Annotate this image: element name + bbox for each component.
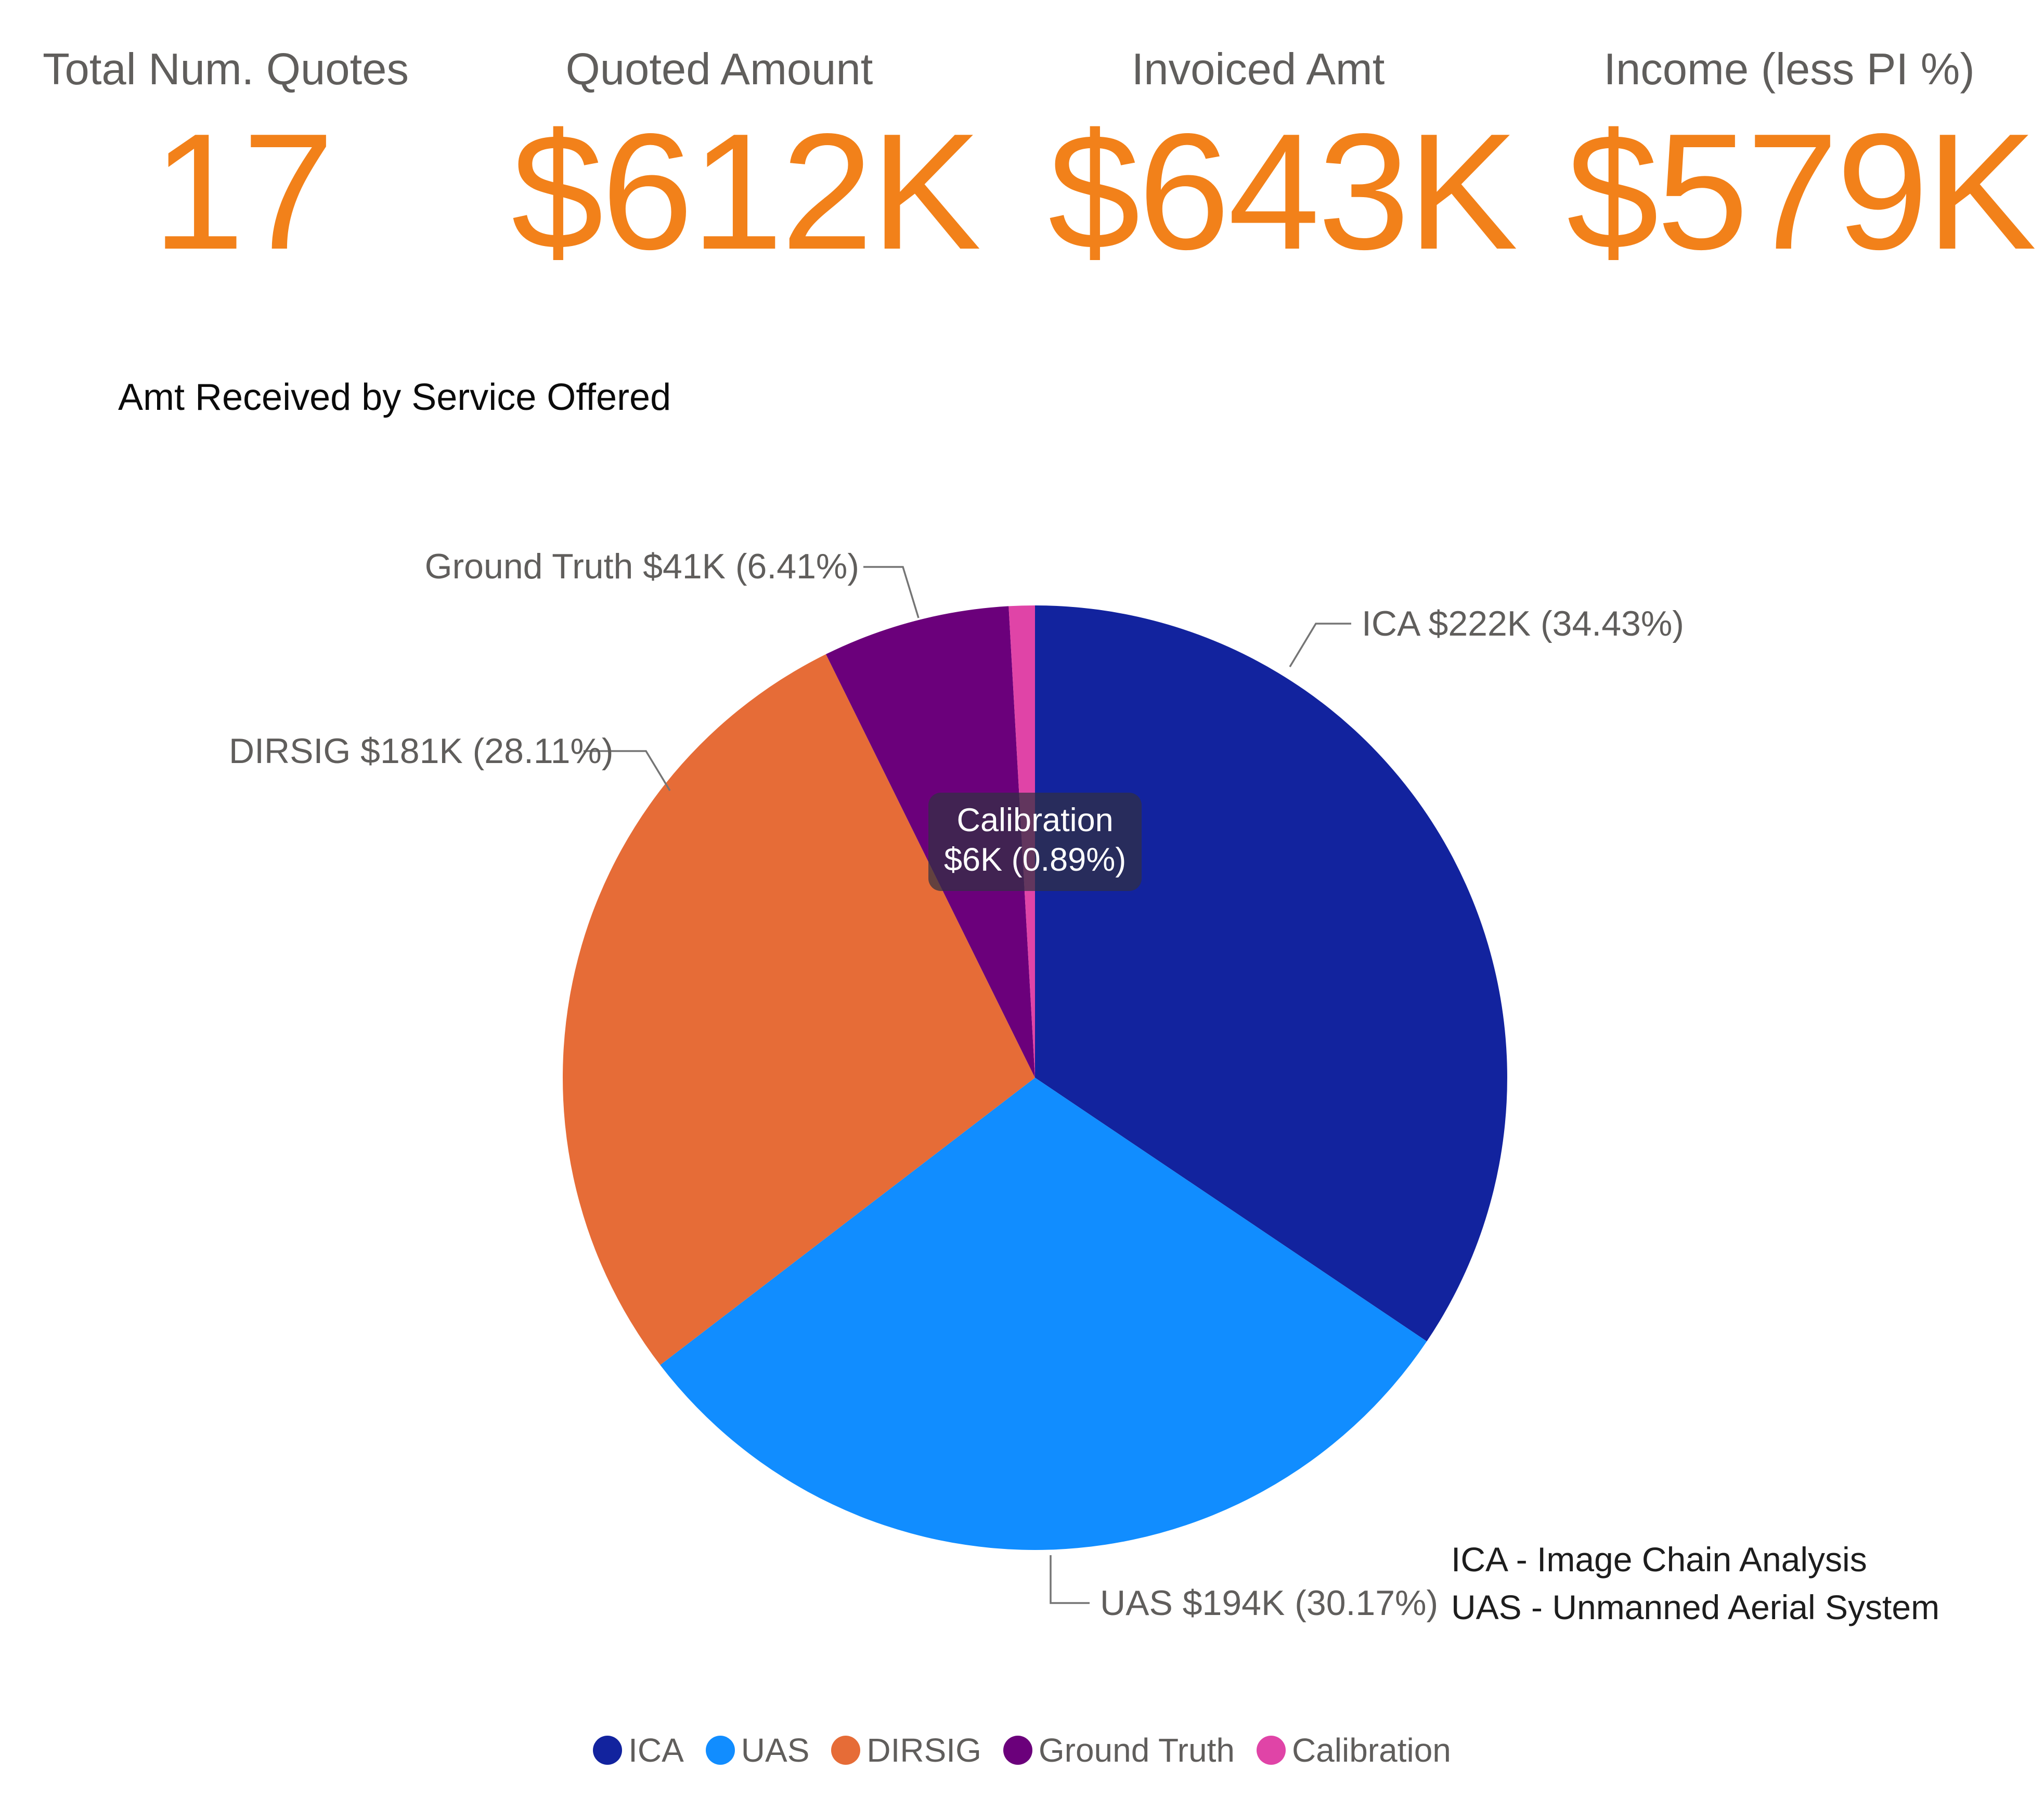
legend: ICA UAS DIRSIG Ground Truth Calibration	[0, 1731, 2044, 1769]
tooltip-value: $6K (0.89%)	[944, 841, 1127, 878]
tooltip-calibration: Calibration $6K (0.89%)	[928, 793, 1142, 891]
legend-item-ground-truth[interactable]: Ground Truth	[1003, 1731, 1235, 1769]
legend-dot	[593, 1736, 623, 1765]
pie-slice-dirsig[interactable]	[562, 654, 1035, 1365]
note-uas: UAS - Unmanned Aerial System	[1451, 1588, 1940, 1627]
kpi-value-income: $579K	[1567, 99, 2037, 284]
kpi-label-quoted-amount: Quoted Amount	[565, 45, 873, 94]
kpi-value-invoiced-amt: $643K	[1048, 99, 1518, 284]
legend-dot	[705, 1736, 735, 1765]
legend-dot	[1256, 1736, 1286, 1765]
pie-slice-uas[interactable]	[660, 1078, 1427, 1550]
legend-label: ICA	[628, 1732, 684, 1769]
legend-item-uas[interactable]: UAS	[705, 1731, 810, 1769]
legend-item-calibration[interactable]: Calibration	[1256, 1731, 1451, 1769]
callout-label-uas: UAS $194K (30.17%)	[1100, 1583, 1439, 1623]
callout-label-ground-truth: Ground Truth $41K (6.41%)	[424, 547, 859, 586]
pie-chart-title: Amt Received by Service Offered	[118, 377, 671, 418]
leader-line-ica	[1289, 623, 1351, 667]
leader-line-ground-truth	[863, 566, 920, 618]
kpi-value-quoted-amount: $612K	[511, 99, 981, 284]
abbreviation-notes: ICA - Image Chain Analysis UAS - Unmanne…	[1451, 1535, 1939, 1632]
legend-item-ica[interactable]: ICA	[593, 1731, 684, 1769]
kpi-label-income: Income (less PI %)	[1603, 45, 1975, 94]
leader-line-dirsig	[584, 750, 671, 791]
pie-slice-ica[interactable]	[1035, 605, 1507, 1341]
callout-label-dirsig: DIRSIG $181K (28.11%)	[229, 731, 614, 771]
legend-dot	[831, 1736, 861, 1765]
kpi-label-invoiced-amt: Invoiced Amt	[1131, 45, 1385, 94]
callout-label-ica: ICA $222K (34.43%)	[1362, 604, 1684, 643]
legend-item-dirsig[interactable]: DIRSIG	[831, 1731, 981, 1769]
legend-label: DIRSIG	[866, 1732, 981, 1769]
leader-line-uas	[1050, 1555, 1090, 1604]
legend-label: Ground Truth	[1038, 1732, 1235, 1769]
legend-label: Calibration	[1291, 1732, 1451, 1769]
note-ica: ICA - Image Chain Analysis	[1451, 1540, 1867, 1579]
legend-dot	[1003, 1736, 1032, 1765]
leader-lines	[584, 566, 1351, 1604]
kpi-label-total-quotes: Total Num. Quotes	[43, 45, 409, 94]
tooltip-category: Calibration	[956, 802, 1114, 838]
legend-label: UAS	[741, 1732, 810, 1769]
kpi-value-total-quotes: 17	[152, 99, 334, 284]
